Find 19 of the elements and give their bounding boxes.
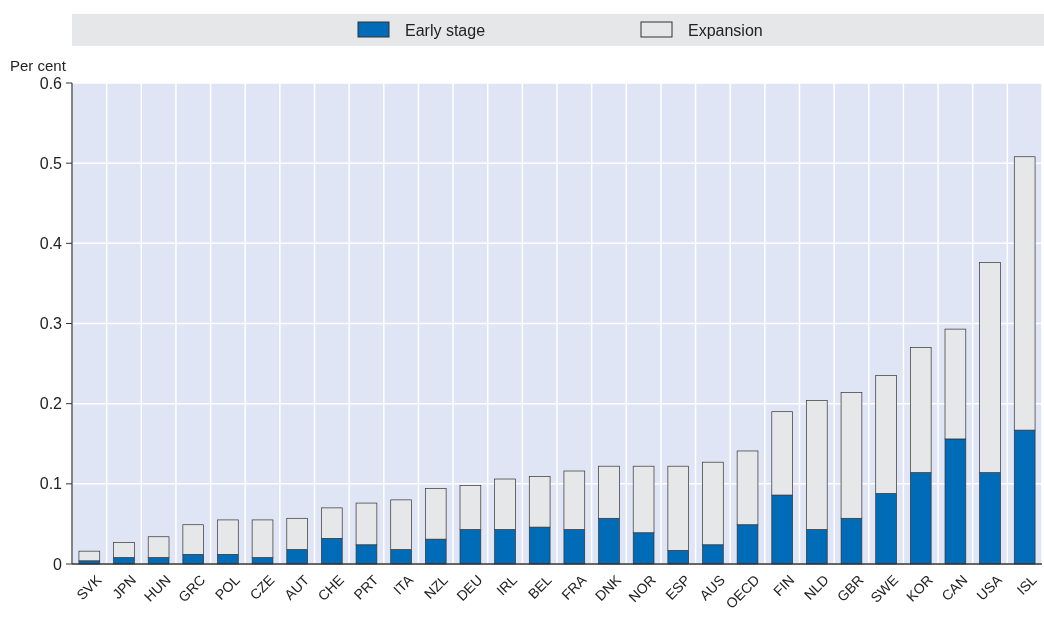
x-tick-label: FIN (769, 571, 798, 600)
y-tick-label: 0.2 (39, 395, 63, 413)
y-tick-label: 0.3 (39, 315, 63, 333)
x-tick-label: USA (973, 571, 1006, 604)
y-tick-label: 0.6 (39, 74, 63, 92)
x-tick-label: ITA (390, 571, 417, 598)
legend-label: Expansion (688, 21, 763, 39)
x-tick-label: ISL (1013, 571, 1040, 598)
y-tick-label: 0 (53, 555, 63, 573)
x-tick-label: POL (211, 571, 244, 603)
x-tick-label: NZL (420, 571, 451, 602)
y-tick-label: 0.4 (39, 234, 63, 252)
x-tick-label: FRA (558, 571, 590, 603)
x-tick-label: BEL (524, 571, 555, 602)
y-axis-title: Per cent (10, 57, 67, 74)
legend-label: Early stage (405, 21, 486, 39)
y-tick-label: 0.1 (39, 475, 63, 493)
x-tick-label: IRL (493, 571, 521, 599)
y-tick-label: 0.5 (39, 154, 63, 172)
